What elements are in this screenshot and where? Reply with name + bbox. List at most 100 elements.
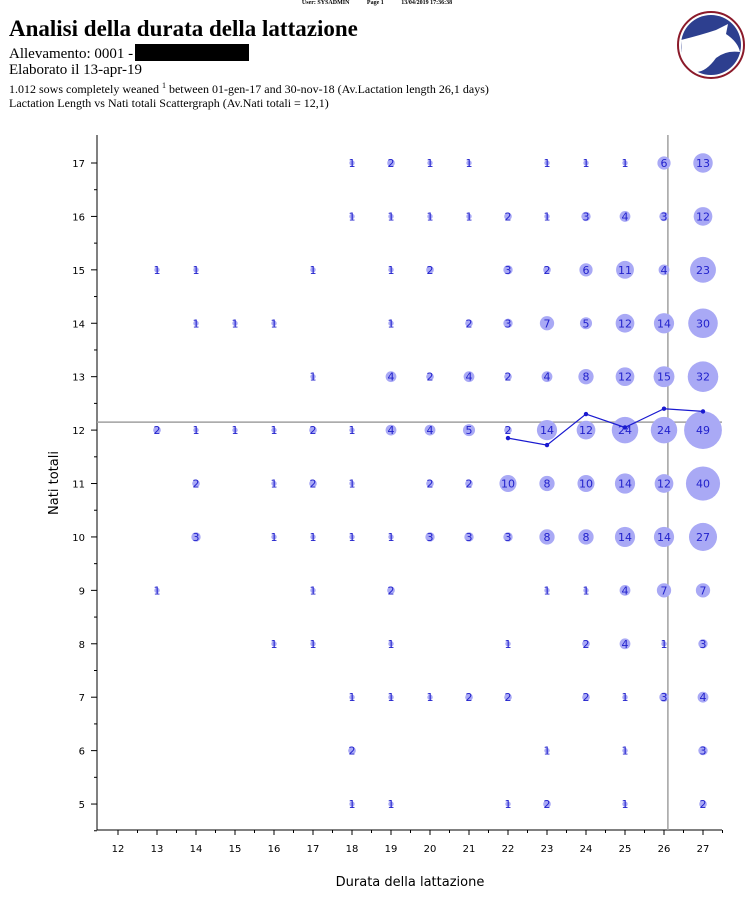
bubble-count-label: 4 — [622, 584, 629, 597]
bubble — [271, 534, 277, 540]
bubble-count-label: 2 — [505, 691, 512, 704]
bubble — [577, 474, 595, 493]
farm-label: Allevamento: 0001 - — [9, 46, 134, 62]
bubble — [579, 317, 593, 330]
bubble-count-label: 3 — [466, 531, 473, 544]
bubble-count-label: 1 — [271, 638, 278, 651]
bubble — [232, 427, 238, 433]
processed-date: Elaborato il 13-apr-19 — [9, 62, 142, 78]
bubble — [310, 641, 316, 647]
summary-pre: 1.012 sows completely weaned — [9, 82, 162, 96]
bubble-count-label: 32 — [696, 371, 710, 384]
bubble — [503, 318, 513, 328]
bubble-count-label: 1 — [193, 317, 200, 330]
bubble — [309, 426, 317, 434]
bubble-count-label: 1 — [622, 691, 629, 704]
bubble-count-label: 14 — [618, 531, 632, 544]
bubble — [614, 473, 636, 494]
bubble — [653, 313, 675, 334]
bubble — [425, 532, 435, 542]
bubble-count-label: 6 — [661, 157, 668, 170]
bubble-count-label: 1 — [271, 531, 278, 544]
bubble — [466, 160, 472, 166]
bubble — [504, 693, 512, 702]
bubble — [349, 427, 355, 433]
bubble — [388, 534, 394, 540]
bubble-count-label: 14 — [657, 531, 671, 544]
bubble-count-label: 2 — [583, 691, 590, 704]
bubble — [464, 532, 474, 542]
bubble-count-label: 1 — [466, 157, 473, 170]
bubble — [693, 153, 713, 173]
bubble — [582, 693, 590, 702]
bubble-count-label: 12 — [618, 317, 632, 330]
bubble — [427, 213, 433, 220]
bubble — [582, 639, 590, 648]
bubble — [539, 529, 555, 545]
bubble-count-label: 4 — [622, 638, 629, 651]
bubble — [657, 156, 671, 170]
bubble-count-label: 1 — [388, 531, 395, 544]
bubble — [543, 800, 551, 808]
bubble-count-label: 5 — [466, 424, 473, 437]
bubble-count-label: 24 — [657, 424, 671, 437]
x-tick-label: 26 — [658, 844, 671, 855]
bubble — [622, 747, 628, 754]
bubble-count-label: 3 — [700, 638, 707, 651]
bubble — [659, 211, 669, 222]
bubble-count-label: 2 — [349, 745, 356, 758]
bubble — [387, 159, 395, 167]
bubble-count-label: 1 — [349, 531, 356, 544]
bubble-count-label: 4 — [388, 424, 395, 437]
bubble-count-label: 12 — [579, 424, 593, 437]
x-tick-label: 16 — [268, 844, 281, 855]
bubble-count-label: 12 — [657, 478, 671, 491]
bubble — [690, 256, 716, 283]
bubble — [698, 745, 708, 756]
y-tick-label: 10 — [72, 533, 85, 544]
bubble — [349, 160, 355, 166]
bubble — [309, 479, 317, 488]
bubble-count-label: 1 — [349, 798, 356, 811]
bubble — [466, 213, 472, 220]
bubble-count-label: 2 — [583, 638, 590, 651]
average-point — [700, 409, 706, 414]
y-tick-label: 16 — [72, 212, 85, 223]
bubble — [192, 479, 200, 488]
bubble-count-label: 1 — [427, 157, 434, 170]
bubble-count-label: 1 — [193, 264, 200, 277]
bubble-count-label: 2 — [700, 798, 707, 811]
y-tick-label: 17 — [72, 159, 85, 170]
bubble-count-label: 1 — [271, 478, 278, 491]
bubble — [653, 526, 675, 548]
bubble-count-label: 1 — [349, 691, 356, 704]
page-number: Page 1 — [366, 0, 384, 6]
bubble — [426, 479, 434, 488]
bubble-count-label: 8 — [544, 531, 551, 544]
bubble-count-label: 2 — [388, 157, 395, 170]
bubble — [465, 479, 473, 488]
bubble-count-label: 24 — [618, 424, 632, 437]
bubble-count-label: 1 — [271, 424, 278, 437]
bubble-count-label: 5 — [583, 317, 590, 330]
bubble — [388, 267, 394, 273]
bubble — [579, 263, 593, 277]
x-tick-label: 15 — [229, 844, 242, 855]
bubble-count-label: 1 — [388, 210, 395, 223]
bubble — [154, 267, 160, 273]
bubble-count-label: 1 — [310, 584, 317, 597]
bubble-count-label: 14 — [540, 424, 554, 437]
y-tick-label: 15 — [72, 266, 85, 277]
bubble — [154, 587, 160, 594]
bubble-count-label: 1 — [388, 691, 395, 704]
bubble-count-label: 3 — [505, 264, 512, 277]
bubble-count-label: 1 — [154, 584, 161, 597]
bubble — [385, 424, 397, 436]
x-tick-label: 12 — [112, 844, 125, 855]
bubble — [539, 475, 555, 492]
average-point — [505, 435, 511, 441]
bubble-count-label: 2 — [310, 424, 317, 437]
bubble — [611, 416, 639, 444]
bubble — [349, 534, 355, 540]
bubble-count-label: 1 — [544, 157, 551, 170]
